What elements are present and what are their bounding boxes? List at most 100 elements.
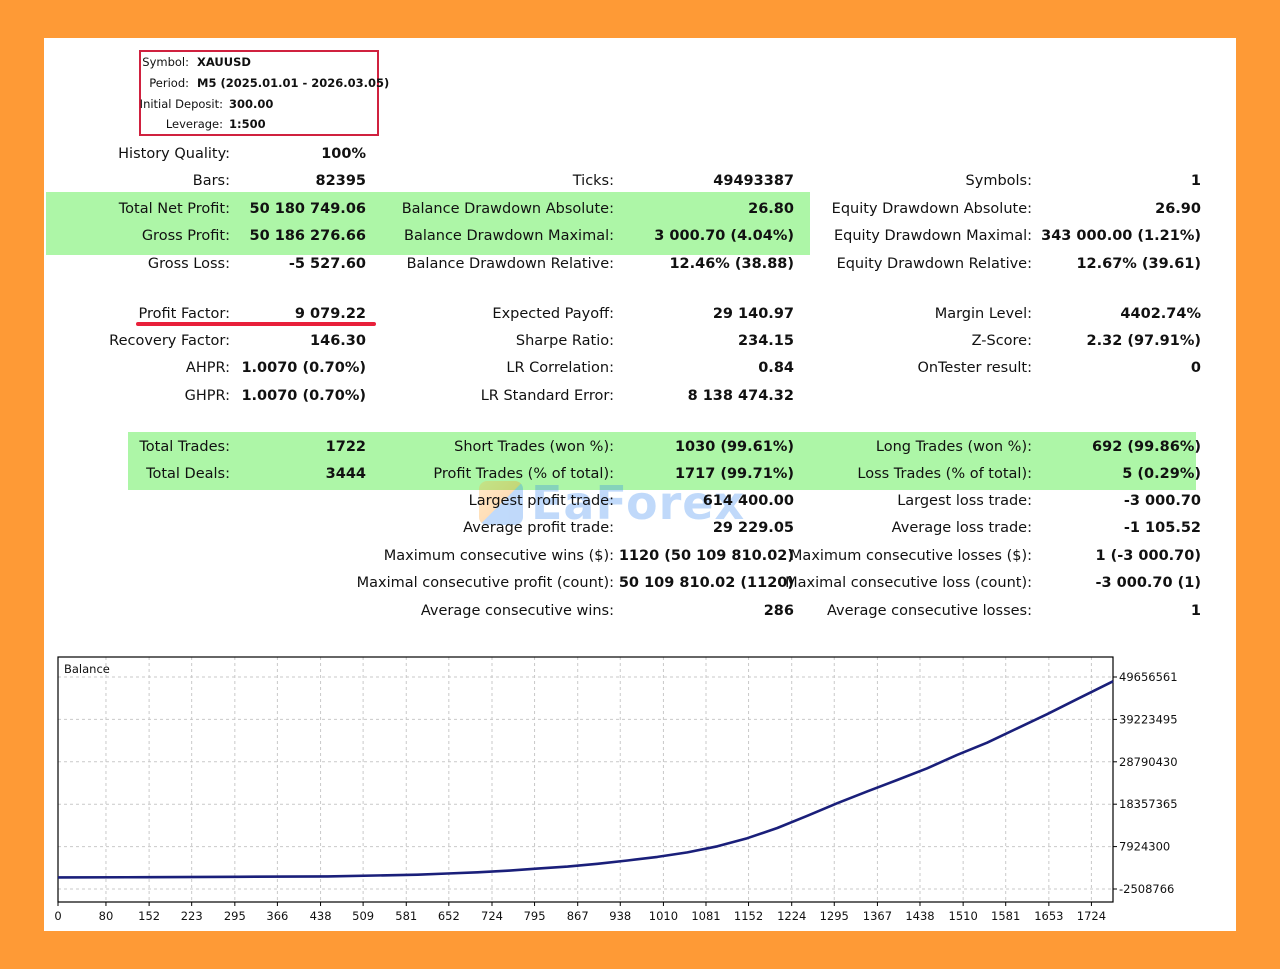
- z-score-label: Z-Score:: [971, 333, 1032, 349]
- sharpe-ratio-label: Sharpe Ratio:: [515, 333, 614, 349]
- total-net-profit-value: 50 180 749.06: [249, 201, 367, 217]
- ahpr-value: 1.0070 (0.70%): [241, 360, 366, 376]
- symbols-label: Symbols:: [965, 173, 1032, 189]
- x-tick-label: 1224: [777, 909, 806, 923]
- avg-profit-label: Average profit trade:: [463, 520, 614, 536]
- short-trades-label: Short Trades (won %):: [454, 439, 614, 455]
- profit-factor-value: 9 079.22: [294, 306, 366, 322]
- leverage-value: 1:500: [229, 117, 266, 131]
- max-consec-losses-value: 1 (-3 000.70): [1095, 548, 1201, 564]
- lr-correlation-value: 0.84: [758, 360, 794, 376]
- margin-level-value: 4402.74%: [1120, 306, 1201, 322]
- largest-profit-label: Largest profit trade:: [468, 493, 614, 509]
- bars-label: Bars:: [192, 173, 230, 189]
- x-tick-label: 1724: [1077, 909, 1106, 923]
- x-axis-ticks: 0 80 152 223 295 366 438 509 581 652 724 795 867 938 1…: [54, 902, 1106, 923]
- ghpr-value: 1.0070 (0.70%): [241, 388, 366, 404]
- report-panel: Symbol: XAUUSD Period: M5 (2025.01.01 - …: [44, 38, 1236, 931]
- sharpe-ratio-value: 234.15: [738, 333, 794, 349]
- deposit-label: Initial Deposit:: [139, 97, 223, 111]
- balance-chart-svg: Balance 0 80 152 223 295 366 438 509 581 652 724 79…: [54, 656, 1178, 923]
- maximal-consec-profit-value: 50 109 810.02 (1120): [618, 575, 794, 591]
- x-tick-label: 795: [524, 909, 546, 923]
- x-tick-label: 867: [567, 909, 589, 923]
- ontester-value: 0: [1190, 360, 1201, 376]
- x-tick-label: 1438: [905, 909, 934, 923]
- gross-profit-value: 50 186 276.66: [249, 228, 367, 244]
- ontester-label: OnTester result:: [917, 360, 1032, 376]
- equity-dd-rel-label: Equity Drawdown Relative:: [836, 256, 1032, 272]
- y-tick-label: 7924300: [1119, 840, 1170, 854]
- x-tick-label: 1510: [949, 909, 978, 923]
- x-tick-label: 366: [266, 909, 288, 923]
- largest-loss-label: Largest loss trade:: [897, 493, 1032, 509]
- avg-loss-value: -1 105.52: [1123, 520, 1201, 536]
- short-trades-value: 1030 (99.61%): [674, 439, 794, 455]
- margin-level-label: Margin Level:: [934, 306, 1032, 322]
- avg-consec-wins-value: 286: [763, 603, 794, 619]
- loss-trades-label: Loss Trades (% of total):: [857, 466, 1032, 482]
- maximal-consec-loss-value: -3 000.70 (1): [1095, 575, 1201, 591]
- y-tick-label: 18357365: [1119, 797, 1178, 811]
- x-tick-label: 1295: [820, 909, 849, 923]
- long-trades-label: Long Trades (won %):: [875, 439, 1032, 455]
- expected-payoff-label: Expected Payoff:: [492, 306, 614, 322]
- total-deals-value: 3444: [325, 466, 366, 482]
- balance-dd-max-value: 3 000.70 (4.04%): [654, 228, 794, 244]
- y-axis-ticks: 49656561 39223495 28790430 18357365 7924300 -…: [1113, 670, 1178, 896]
- total-net-profit-label: Total Net Profit:: [118, 201, 230, 217]
- balance-chart: Balance 0 80 152 223 295 366 438 509 581 652 724 79…: [44, 650, 1236, 931]
- long-trades-value: 692 (99.86%): [1092, 439, 1201, 455]
- balance-dd-max-label: Balance Drawdown Maximal:: [404, 228, 614, 244]
- equity-dd-abs-value: 26.90: [1155, 201, 1201, 217]
- avg-consec-losses-label: Average consecutive losses:: [826, 603, 1032, 619]
- y-tick-label: -2508766: [1119, 882, 1174, 896]
- recovery-factor-label: Recovery Factor:: [109, 333, 230, 349]
- gross-profit-label: Gross Profit:: [141, 228, 230, 244]
- x-tick-label: 80: [99, 909, 114, 923]
- period-label: Period:: [149, 76, 189, 90]
- profit-trades-label: Profit Trades (% of total):: [433, 466, 614, 482]
- profit-factor-underline: [136, 322, 376, 326]
- highlight-profit-block: [46, 192, 810, 255]
- x-tick-label: 1367: [863, 909, 892, 923]
- y-tick-label: 39223495: [1119, 712, 1178, 726]
- highlight-trades-block: [128, 432, 1196, 490]
- ghpr-label: GHPR:: [184, 388, 230, 404]
- maximal-consec-loss-label: Maximal consecutive loss (count):: [785, 575, 1032, 591]
- max-consec-wins-label: Maximum consecutive wins ($):: [383, 548, 614, 564]
- chart-title: Balance: [64, 662, 110, 676]
- total-trades-label: Total Trades:: [139, 439, 230, 455]
- equity-dd-rel-value: 12.67% (39.61): [1076, 256, 1201, 272]
- x-tick-label: 1152: [734, 909, 763, 923]
- largest-profit-value: 614 400.00: [702, 493, 794, 509]
- plot-frame: [57, 656, 1114, 903]
- ticks-value: 49493387: [713, 173, 794, 189]
- deposit-value: 300.00: [229, 97, 274, 111]
- balance-dd-abs-value: 26.80: [748, 201, 794, 217]
- balance-dd-rel-value: 12.46% (38.88): [669, 256, 794, 272]
- profit-trades-value: 1717 (99.71%): [674, 466, 794, 482]
- avg-consec-wins-label: Average consecutive wins:: [420, 603, 614, 619]
- x-tick-label: 0: [54, 909, 61, 923]
- symbols-value: 1: [1190, 173, 1201, 189]
- x-tick-label: 509: [352, 909, 374, 923]
- recovery-factor-value: 146.30: [310, 333, 366, 349]
- x-tick-label: 223: [181, 909, 203, 923]
- symbol-label: Symbol:: [142, 55, 189, 69]
- x-tick-label: 295: [224, 909, 246, 923]
- ahpr-label: AHPR:: [185, 360, 230, 376]
- x-tick-label: 152: [138, 909, 160, 923]
- lr-correlation-label: LR Correlation:: [506, 360, 614, 376]
- maximal-consec-profit-label: Maximal consecutive profit (count):: [356, 575, 614, 591]
- avg-loss-label: Average loss trade:: [891, 520, 1032, 536]
- equity-dd-max-label: Equity Drawdown Maximal:: [834, 228, 1032, 244]
- loss-trades-value: 5 (0.29%): [1122, 466, 1201, 482]
- y-tick-label: 28790430: [1119, 755, 1178, 769]
- gross-loss-label: Gross Loss:: [147, 256, 230, 272]
- symbol-value: XAUUSD: [197, 55, 251, 69]
- balance-dd-rel-label: Balance Drawdown Relative:: [406, 256, 614, 272]
- balance-dd-abs-label: Balance Drawdown Absolute:: [401, 201, 614, 217]
- x-tick-label: 652: [438, 909, 460, 923]
- test-info-box: Symbol: XAUUSD Period: M5 (2025.01.01 - …: [139, 50, 389, 136]
